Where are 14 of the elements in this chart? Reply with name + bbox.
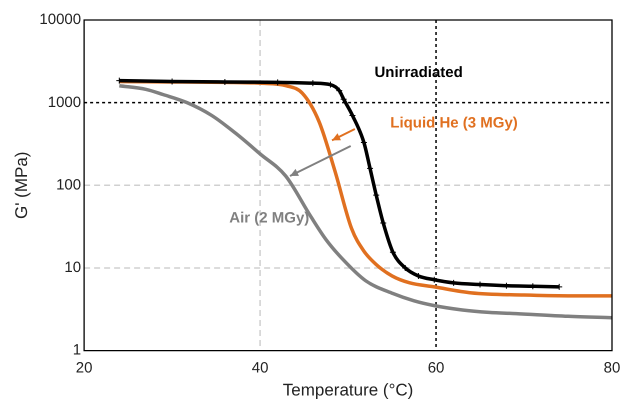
x-tick-label: 40 <box>252 360 268 377</box>
x-tick-label: 60 <box>428 360 444 377</box>
text: Liquid He (3 MGy) <box>390 114 518 132</box>
x-axis-title: Temperature (°C) <box>282 380 414 400</box>
series-label: Air (2 MGy) <box>229 209 310 226</box>
y-tick-label: 1000 <box>48 94 82 111</box>
y-tick-label: 1 <box>72 342 82 359</box>
y-tick-label: 10 <box>64 259 82 276</box>
x-tick-label: 80 <box>604 360 620 377</box>
y-axis-title: G' (MPa) <box>12 152 31 220</box>
text: Unirradiated <box>374 64 463 81</box>
x-tick-label: 20 <box>76 360 92 377</box>
y-tick-label: 100 <box>56 176 82 194</box>
y-tick-label: 10000 <box>39 11 82 28</box>
